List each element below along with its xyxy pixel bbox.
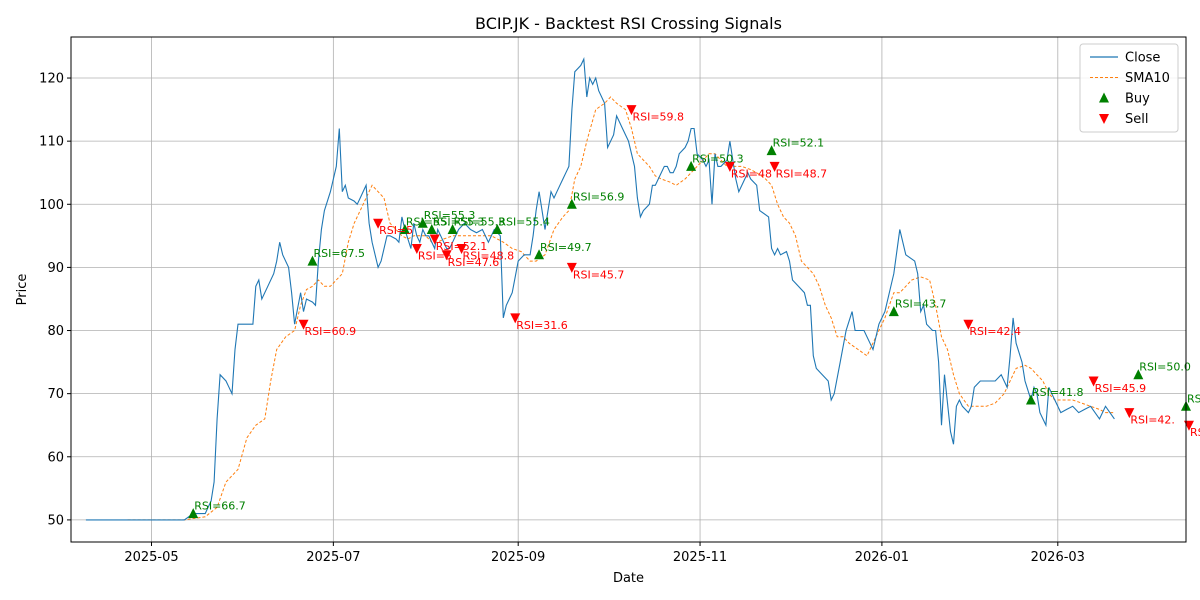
sell-marker — [724, 161, 735, 172]
y-axis-label: Price — [15, 274, 30, 306]
y-tick-label: 60 — [47, 450, 64, 465]
buy-marker — [447, 224, 458, 235]
legend-label: SMA10 — [1125, 71, 1170, 86]
sell-marker — [456, 243, 467, 254]
sell-marker — [1124, 408, 1135, 419]
buy-annotation: RSI=66.7 — [194, 500, 246, 513]
sell-marker — [626, 105, 637, 116]
x-axis-label: Date — [613, 571, 644, 586]
buy-marker — [188, 508, 199, 519]
buy-annotation: RSI=43.7 — [895, 298, 947, 311]
y-tick-label: 70 — [47, 387, 64, 402]
sell-annotation: RSI=42.4 — [969, 325, 1021, 338]
legend-label: Buy — [1125, 92, 1150, 107]
x-tick-label: 2026-01 — [855, 550, 909, 565]
sell-annotation: RSI=48.7 — [776, 167, 828, 180]
sell-annotation: RSI=42. — [1130, 414, 1175, 427]
x-tick-label: 2025-05 — [124, 550, 178, 565]
y-tick-label: 120 — [39, 72, 64, 87]
sell-annotation: RSI=48 — [731, 167, 772, 180]
sell-annotation: RSI=5 — [379, 224, 413, 237]
sell-marker — [769, 161, 780, 172]
legend-label: Sell — [1125, 112, 1148, 127]
buy-annotation: RSI=55.3 — [454, 216, 506, 229]
buy-annotation: RSI=55.4 — [498, 216, 550, 229]
buy-marker — [426, 224, 437, 235]
sell-annotation: RSI=60.9 — [305, 325, 357, 338]
buy-annotation: RSI=67.5 — [313, 247, 365, 260]
sell-marker — [441, 250, 452, 261]
buy-marker — [566, 198, 577, 209]
sell-marker — [566, 262, 577, 273]
buy-marker — [417, 217, 428, 228]
y-tick-label: 80 — [47, 324, 64, 339]
buy-annotation: RSI=41.8 — [1032, 386, 1084, 399]
buy-marker — [534, 249, 545, 260]
buy-marker — [766, 145, 777, 156]
buy-marker — [1133, 369, 1144, 380]
sell-marker — [411, 243, 422, 254]
buy-annotation: RSI=49.7 — [540, 241, 592, 254]
y-tick-label: 90 — [47, 261, 64, 276]
sma10-line — [127, 96, 1115, 521]
sell-annotation: RSI=41.1 — [1190, 426, 1200, 439]
x-tick-label: 2025-07 — [306, 550, 360, 565]
close-line — [85, 57, 1115, 521]
chart-title: BCIP.JK - Backtest RSI Crossing Signals — [475, 14, 782, 33]
legend-buy-swatch — [1099, 92, 1109, 103]
sma10-series — [127, 96, 1115, 521]
sell-marker — [373, 218, 384, 229]
buy-annotation: RSI=50.0 — [1139, 361, 1191, 374]
sell-annotation: RSI=31.6 — [516, 319, 568, 332]
buy-annotation: RSI=52.1 — [773, 137, 825, 150]
sell-annotation: RSI=5 — [418, 249, 452, 262]
x-tick-label: 2026-03 — [1031, 550, 1085, 565]
grid — [71, 37, 1186, 542]
buy-annotation: RSI=55. — [406, 216, 451, 229]
signal-markers — [188, 105, 1194, 519]
buy-annotation: RSI=56.9 — [573, 190, 625, 203]
plot-frame — [70, 36, 1187, 543]
y-tick-label: 110 — [39, 135, 64, 150]
y-tick-label: 50 — [47, 513, 64, 528]
buy-marker — [492, 224, 503, 235]
buy-annotation: RSI=50.3 — [692, 152, 744, 165]
x-tick-label: 2025-09 — [491, 550, 545, 565]
buy-annotation: RSI=55.3 — [433, 216, 485, 229]
sell-annotation: RSI=47.6 — [448, 256, 500, 269]
legend-sell-swatch — [1099, 114, 1109, 124]
buy-marker — [686, 160, 697, 171]
sell-marker — [1088, 376, 1099, 387]
x-tick-label: 2025-11 — [673, 550, 727, 565]
sell-annotation: RSI=52.1 — [436, 240, 488, 253]
buy-annotation: RSI=55.3 — [424, 209, 476, 222]
legend: Close SMA10 Buy Sell — [1079, 43, 1179, 133]
sell-marker — [298, 319, 309, 330]
sell-annotation: RSI=48.8 — [463, 249, 515, 262]
sell-annotation: RSI=59.8 — [632, 111, 684, 124]
buy-marker — [1025, 394, 1036, 405]
legend-box — [1079, 43, 1179, 133]
legend-label: Close — [1125, 51, 1160, 66]
signal-annotations: RSI=66.7RSI=67.5RSI=55.RSI=55.3RSI=55.3R… — [194, 111, 1200, 513]
y-axis-ticks: 50 60 70 80 90 100 110 120 — [39, 72, 71, 528]
buy-marker — [307, 255, 318, 266]
sell-marker — [429, 234, 440, 245]
sell-marker — [963, 319, 974, 330]
sell-marker — [510, 313, 521, 324]
close-series — [85, 57, 1115, 521]
x-axis-ticks: 2025-05 2025-07 2025-09 2025-11 2026-01 2026-… — [124, 542, 1085, 565]
buy-annotation: RSI=45.8 — [1187, 392, 1200, 405]
sell-annotation: RSI=45.7 — [573, 268, 625, 281]
sell-annotation: RSI=45.9 — [1095, 382, 1147, 395]
y-tick-label: 100 — [39, 198, 64, 213]
buy-marker — [399, 224, 410, 235]
buy-marker — [888, 306, 899, 317]
